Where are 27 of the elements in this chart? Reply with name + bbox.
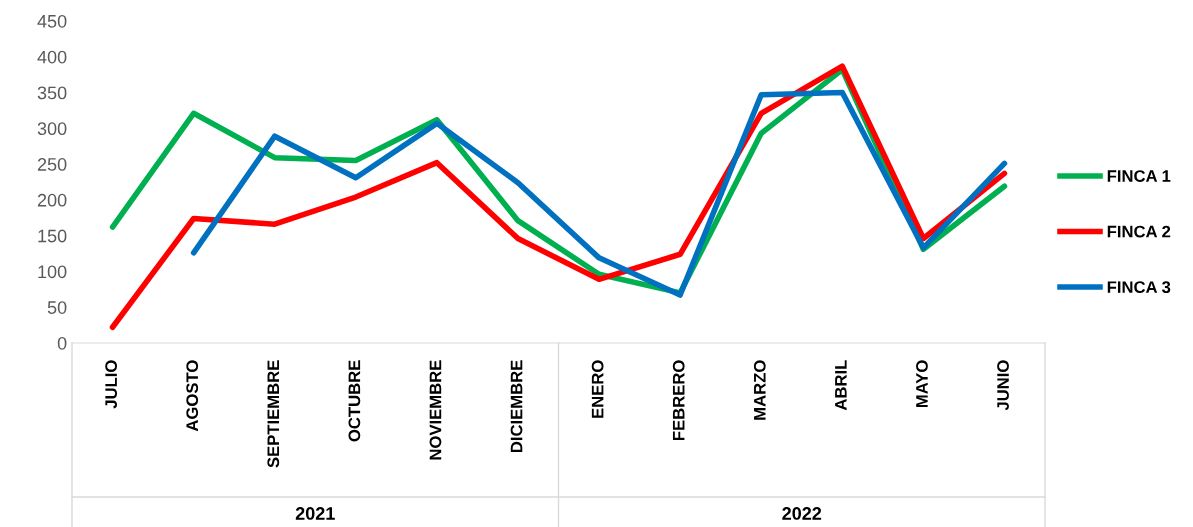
text: 2022 — [782, 507, 822, 520]
x-tick-label: DICIEMBRE — [510, 360, 523, 453]
legend-label: FINCA 3 — [1107, 281, 1171, 294]
y-tick-label: 250 — [37, 158, 67, 171]
x-tick-label: JULIO — [105, 360, 118, 409]
y-tick-label: 50 — [47, 301, 67, 314]
legend-label: FINCA 1 — [1107, 170, 1171, 182]
text: 2021 — [295, 507, 335, 520]
x-tick-label: FEBRERO — [672, 360, 685, 441]
x-tick-label: SEPTIEMBRE — [267, 360, 280, 468]
y-tick-label: 100 — [38, 265, 67, 279]
x-tick-label: NOVIEMBRE — [429, 360, 442, 460]
x-tick-label: OCTUBRE — [348, 360, 361, 442]
y-tick-label: 350 — [37, 86, 67, 100]
y-tick-label: 0 — [57, 336, 67, 350]
y-tick-label: 200 — [37, 193, 67, 207]
x-tick-label: MAYO — [916, 360, 928, 408]
y-tick-label: 150 — [38, 229, 67, 243]
y-tick-label: 300 — [37, 122, 67, 136]
legend-label: FINCA 2 — [1107, 225, 1171, 238]
x-tick-label: JUNIO — [997, 360, 1009, 411]
y-tick-label: 450 — [37, 14, 67, 28]
x-tick-label: ABRIL — [835, 360, 847, 411]
y-tick-label: 400 — [37, 50, 67, 64]
x-tick-label: AGOSTO — [186, 360, 199, 432]
x-tick-label: MARZO — [753, 360, 766, 420]
x-tick-label: ENERO — [591, 360, 604, 418]
